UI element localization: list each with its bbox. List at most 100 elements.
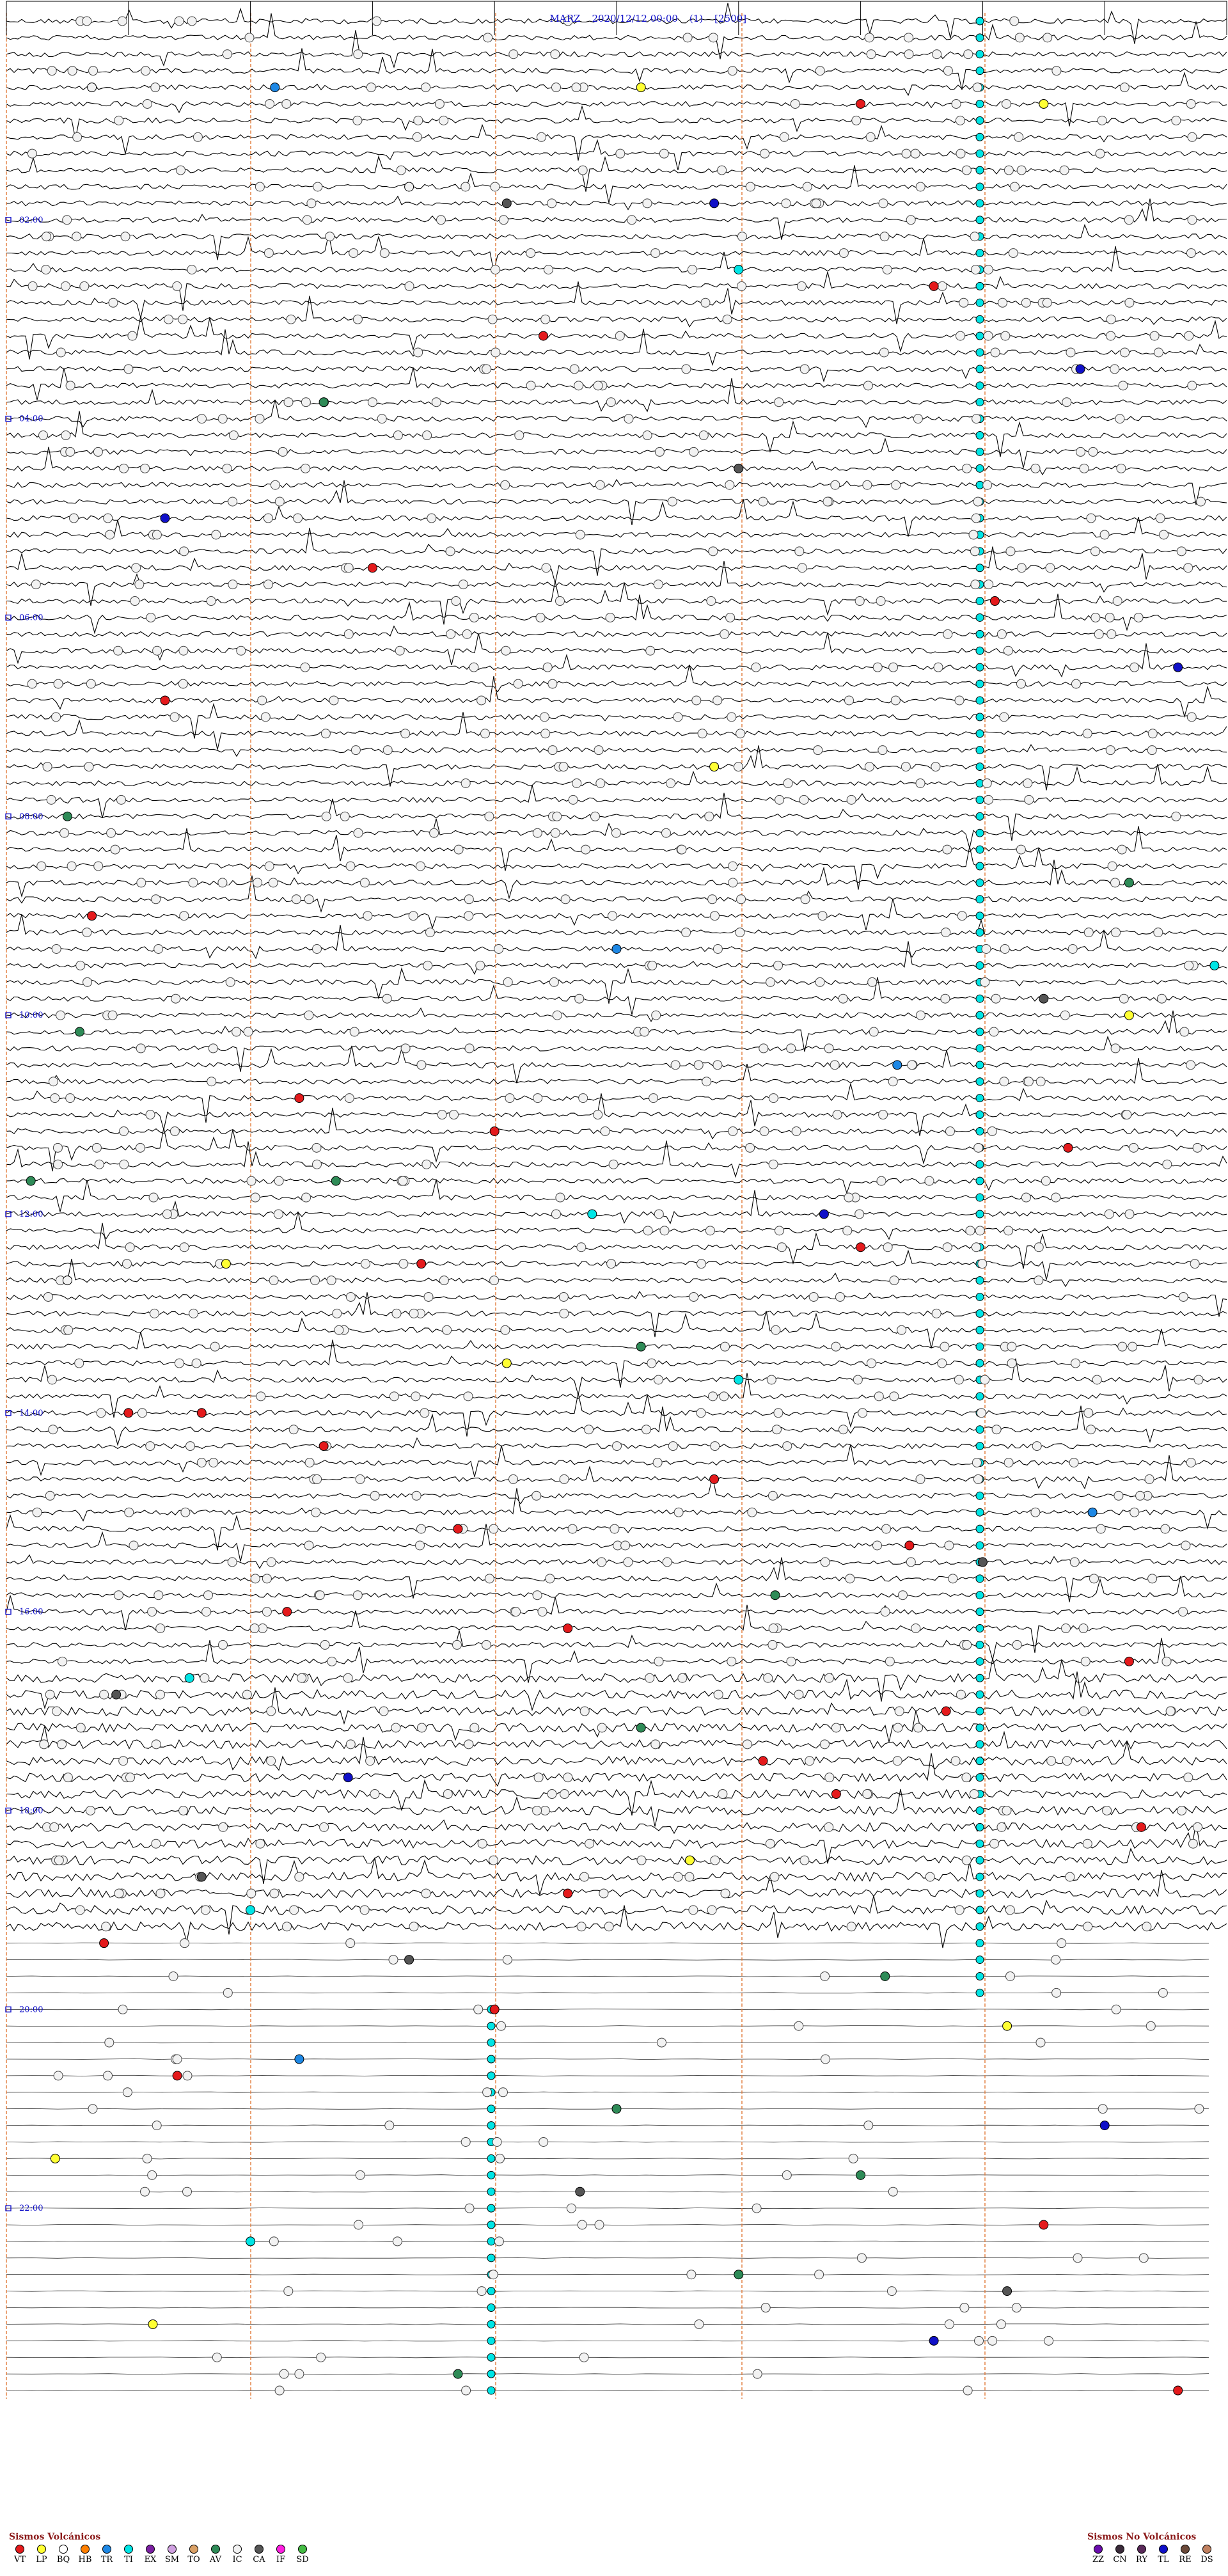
- event-marker-IC: [179, 546, 189, 557]
- event-marker-IC: [1194, 2104, 1204, 2114]
- trace-row: [6, 1822, 1227, 1864]
- event-marker-IC: [294, 1872, 304, 1882]
- event-marker-IC: [178, 1805, 189, 1815]
- event-marker-IC: [854, 1209, 865, 1219]
- event-marker-VT: [1173, 2385, 1183, 2396]
- event-marker-IC: [1073, 2253, 1083, 2263]
- trace-row: [6, 1975, 1209, 1977]
- event-marker-IC: [43, 1292, 53, 1302]
- trace-row: [6, 195, 1227, 210]
- event-marker-IC: [765, 1838, 775, 1849]
- event-marker-IC: [650, 1739, 661, 1750]
- event-marker-TI: [975, 1889, 984, 1898]
- event-marker-IC: [608, 1159, 618, 1169]
- event-marker-IC: [697, 1259, 706, 1269]
- event-marker-IC: [75, 1723, 86, 1733]
- trace-row: [6, 1311, 1227, 1348]
- event-marker-IC: [957, 911, 967, 921]
- event-marker-IC: [891, 480, 901, 490]
- event-marker-IC: [107, 1010, 118, 1020]
- event-marker-TI: [975, 961, 984, 970]
- event-marker-IC: [145, 1110, 155, 1120]
- event-marker-IC: [47, 66, 57, 76]
- event-marker-IC: [174, 1358, 184, 1368]
- event-marker-CA: [111, 1689, 122, 1700]
- event-marker-IC: [50, 1093, 60, 1103]
- event-marker-TI: [587, 1209, 597, 1219]
- event-marker-VT: [123, 1408, 134, 1418]
- event-marker-IC: [409, 1308, 419, 1318]
- event-marker-IC: [281, 99, 292, 109]
- event-marker-VT: [1039, 2220, 1049, 2230]
- trace-row: [6, 1819, 1227, 1835]
- event-marker-VT: [539, 331, 548, 341]
- event-marker-IC: [869, 1027, 879, 1037]
- event-marker-IC: [222, 49, 232, 59]
- event-marker-IC: [597, 1723, 607, 1733]
- event-marker-IC: [65, 446, 75, 457]
- event-marker-IC: [892, 1756, 902, 1766]
- event-marker-IC: [93, 861, 104, 871]
- trace-row: [6, 1857, 1227, 1895]
- event-marker-IC: [180, 1507, 191, 1517]
- event-marker-IC: [1106, 331, 1116, 341]
- event-marker-IC: [164, 314, 173, 324]
- legend-swatch-SD: [298, 2545, 307, 2554]
- event-marker-IC: [659, 1226, 670, 1236]
- event-marker-IC: [494, 944, 504, 954]
- event-marker-IC: [666, 778, 676, 788]
- event-marker-TI: [975, 1027, 984, 1036]
- event-marker-IC: [38, 431, 48, 441]
- event-marker-LP: [50, 2153, 60, 2163]
- trace-row: [6, 30, 1227, 68]
- event-marker-IC: [155, 1624, 166, 1634]
- event-marker-IC: [974, 2335, 984, 2346]
- event-marker-IC: [667, 496, 677, 507]
- event-marker-IC: [182, 2186, 192, 2197]
- event-marker-TI: [975, 17, 984, 26]
- event-marker-IC: [398, 1259, 409, 1269]
- event-marker-IC: [150, 83, 161, 93]
- event-marker-IC: [766, 1375, 776, 1385]
- trace-row: [6, 2158, 1209, 2160]
- event-marker-IC: [439, 115, 449, 125]
- event-marker-IC: [208, 1043, 218, 1054]
- event-marker-IC: [1193, 1375, 1204, 1385]
- event-marker-TI: [975, 464, 984, 473]
- event-marker-IC: [786, 1656, 796, 1666]
- event-marker-IC: [712, 944, 723, 954]
- event-marker-IC: [661, 828, 671, 838]
- event-marker-IC: [944, 2319, 954, 2329]
- event-marker-TI: [975, 564, 984, 573]
- event-marker-TI: [975, 182, 984, 191]
- event-marker-VT: [196, 1408, 207, 1418]
- event-marker-TI: [975, 116, 984, 125]
- event-marker-IC: [1130, 662, 1140, 672]
- event-marker-IC: [1119, 993, 1129, 1004]
- event-marker-IC: [821, 2054, 831, 2064]
- legend-code-EX: EX: [144, 2555, 157, 2564]
- event-marker-IC: [973, 496, 983, 507]
- event-marker-IC: [684, 1872, 695, 1882]
- event-marker-IC: [1086, 513, 1096, 523]
- event-marker-IC: [535, 612, 546, 622]
- event-marker-IC: [187, 16, 197, 26]
- event-marker-IC: [799, 364, 810, 374]
- event-marker-IC: [320, 729, 331, 739]
- event-marker-IC: [1157, 993, 1167, 1004]
- event-marker-IC: [152, 645, 162, 656]
- event-marker-IC: [838, 1425, 848, 1435]
- legend-swatch-IC: [233, 2545, 242, 2554]
- event-marker-IC: [499, 215, 508, 225]
- event-marker-IC: [594, 745, 604, 755]
- event-marker-IC: [415, 1540, 425, 1551]
- event-marker-IC: [119, 463, 129, 473]
- trace-row: [6, 2174, 1209, 2176]
- hour-label: 16:00: [19, 1608, 43, 1617]
- event-marker-IC: [146, 612, 156, 622]
- event-marker-IC: [464, 1739, 474, 1750]
- event-marker-IC: [595, 778, 606, 788]
- event-marker-IC: [915, 1010, 925, 1020]
- trace-row: [6, 1178, 1227, 1194]
- trace-row: [6, 48, 1227, 90]
